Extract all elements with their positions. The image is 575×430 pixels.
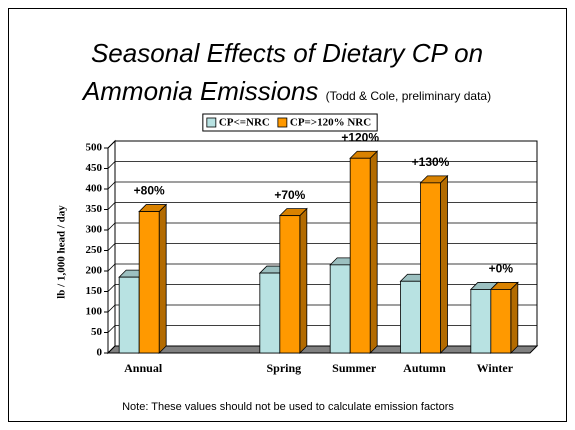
legend-box <box>202 113 378 132</box>
y-tick-label: 500 <box>86 142 103 154</box>
annotation: +0% <box>489 262 514 276</box>
x-tick-label: Annual <box>124 361 163 375</box>
bar-face <box>279 215 301 354</box>
bar-face <box>329 264 351 354</box>
y-tick-label: 400 <box>86 183 103 195</box>
grid-line <box>107 161 537 169</box>
y-tick-label: 250 <box>86 244 103 256</box>
bar-face <box>369 150 378 354</box>
annotation: +70% <box>274 188 305 202</box>
bar <box>278 207 308 354</box>
y-tick-label: 100 <box>86 306 103 318</box>
annotation: +80% <box>134 184 165 198</box>
y-tick-label: 0 <box>97 347 103 359</box>
y-tick-label: 150 <box>86 285 103 297</box>
y-tick-label: 50 <box>91 326 103 338</box>
subtitle: (Todd & Cole, preliminary data) <box>325 89 492 103</box>
grid-line <box>107 243 537 251</box>
bar-face <box>118 276 140 354</box>
annotation: +130% <box>412 155 450 169</box>
bar-face <box>490 289 512 354</box>
bar-face <box>400 280 421 354</box>
note: Note: These values should not be used to… <box>122 401 454 413</box>
bar <box>489 281 519 354</box>
y-axis-label: lb / 1,000 head / day <box>56 205 68 299</box>
grid-line <box>107 263 537 272</box>
grid-line <box>107 284 537 292</box>
x-tick-label: Winter <box>477 361 514 375</box>
legend-label: CP=>120% NRC <box>290 117 371 129</box>
grid-line <box>107 325 537 333</box>
bar-face <box>138 211 160 354</box>
grid-line <box>107 222 537 231</box>
grid-line <box>107 140 537 149</box>
grid-line <box>107 304 537 313</box>
bar-face <box>510 281 519 354</box>
slide-frame <box>8 8 567 422</box>
y-tick-label: 300 <box>86 224 103 236</box>
bar-face <box>299 207 308 354</box>
chart-title: Seasonal Effects of Dietary CP on Ammoni… <box>82 38 484 106</box>
bar <box>419 174 449 354</box>
grid-line <box>107 202 537 210</box>
bar-face <box>349 157 371 354</box>
x-tick-label: Autumn <box>403 361 446 375</box>
bar <box>349 150 379 354</box>
y-tick-label: 350 <box>86 203 103 215</box>
annotation: +120% <box>341 130 379 144</box>
x-tick-label: Summer <box>332 361 377 375</box>
bar-face <box>470 289 492 354</box>
title-block: Seasonal Effects of Dietary CP on Ammoni… <box>52 34 522 115</box>
grid-line <box>107 181 537 190</box>
y-tick-label: 200 <box>86 265 103 277</box>
bar-face <box>440 174 448 354</box>
bar-face <box>420 182 441 354</box>
grid-line <box>107 345 537 354</box>
bar-face <box>158 203 167 354</box>
legend-swatch <box>277 117 288 128</box>
bar-face <box>259 272 281 354</box>
y-tick-label: 450 <box>86 162 103 174</box>
legend-swatch <box>206 117 217 128</box>
legend-label: CP<=NRC <box>219 117 270 129</box>
x-tick-label: Spring <box>266 361 301 375</box>
bar <box>138 203 168 354</box>
